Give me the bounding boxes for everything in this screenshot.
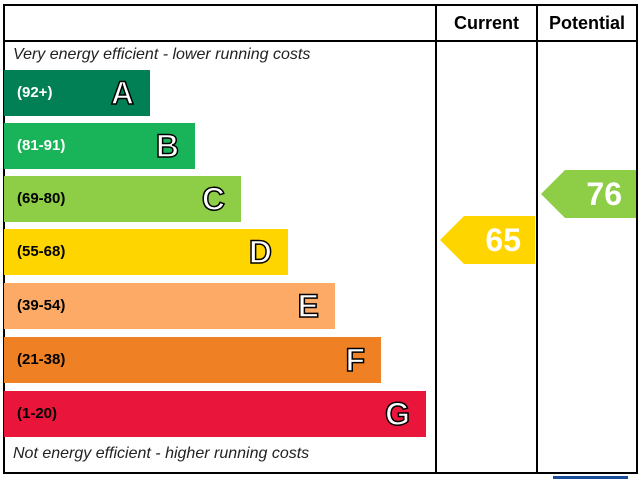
band-e: (39-54) E bbox=[4, 283, 335, 329]
potential-rating-arrow: 76 bbox=[541, 169, 636, 218]
band-letter: A bbox=[110, 74, 135, 112]
band-range: (81-91) bbox=[17, 137, 66, 154]
current-arrow-shape bbox=[440, 216, 535, 265]
band-letter: E bbox=[297, 287, 320, 325]
band-d: (55-68) D bbox=[4, 229, 288, 275]
band-c: (69-80) C bbox=[4, 176, 241, 222]
bottom-border bbox=[3, 472, 638, 474]
header-potential: Potential bbox=[548, 13, 625, 33]
header-divider bbox=[3, 40, 638, 42]
band-b: (81-91) B bbox=[4, 123, 195, 169]
band-letter: G bbox=[384, 395, 410, 433]
band-f: (21-38) F bbox=[4, 337, 381, 383]
band-range: (39-54) bbox=[17, 297, 66, 314]
potential-value: 76 bbox=[586, 175, 622, 212]
right-border bbox=[636, 4, 638, 474]
band-range: (69-80) bbox=[17, 190, 66, 207]
band-range: (92+) bbox=[17, 84, 53, 101]
band-range: (55-68) bbox=[17, 243, 66, 260]
band-a: (92+) A bbox=[4, 70, 150, 116]
potential-arrow-shape bbox=[541, 169, 636, 218]
band-letter: C bbox=[201, 180, 226, 218]
top-caption: Very energy efficient - lower running co… bbox=[13, 46, 311, 63]
top-border bbox=[3, 4, 638, 6]
band-g: (1-20) G bbox=[4, 391, 426, 437]
potential-divider bbox=[536, 4, 538, 474]
current-value: 65 bbox=[485, 222, 521, 259]
current-rating-arrow: 65 bbox=[440, 216, 535, 265]
band-letter: D bbox=[248, 233, 273, 271]
footer-flag bbox=[553, 476, 628, 479]
band-letter: F bbox=[345, 341, 366, 379]
current-divider bbox=[435, 4, 437, 474]
band-letter: B bbox=[155, 127, 180, 165]
header-current: Current bbox=[453, 13, 519, 33]
bottom-caption: Not energy efficient - higher running co… bbox=[13, 445, 310, 462]
band-range: (1-20) bbox=[17, 405, 58, 422]
band-range: (21-38) bbox=[17, 351, 66, 368]
